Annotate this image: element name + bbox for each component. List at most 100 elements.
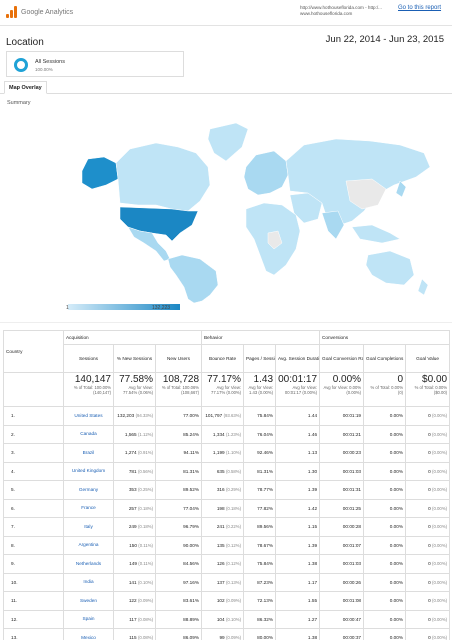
map-region-australia [365,250,415,286]
session-duration-cell: 00:01:31 [319,480,365,500]
session-duration-cell: 00:00:47 [319,609,365,629]
column-header[interactable]: Goal Completions [363,344,407,373]
country-link[interactable]: Spain [63,609,114,629]
total-cell: 77.17% Avg for View: 77.17% (0.00%) [201,372,245,407]
table-row: 7. Italy 249 (0.18%) 96.79% 241 (0.22%) … [3,517,451,537]
map-region-usa [119,206,199,242]
total-sub: % of Total: 0.00% ($0.00) [414,385,448,395]
bounce-rate-cell: 80.00% [243,628,277,640]
country-link[interactable]: Sweden [63,591,114,611]
country-link[interactable]: Brazil [63,443,114,463]
pages-session-cell: 1.15 [275,517,321,537]
column-header[interactable]: Bounce Rate [201,344,245,373]
country-link[interactable]: Italy [63,517,114,537]
pages-session-cell: 1.38 [275,628,321,640]
country-link[interactable]: India [63,572,114,592]
goal-value: 0 [428,616,431,622]
behavior-header: Behavior [201,330,321,345]
row-index: 10. [3,572,64,592]
session-duration-cell: 00:00:23 [319,443,365,463]
new-users-cell: 101,797 (93.63%) [201,406,245,426]
total-value: $0.00 [422,374,448,385]
column-header[interactable]: Goal Value [405,344,451,373]
sessions-percent: (0.18%) [137,505,153,511]
total-cell: 77.58% Avg for View: 77.54% (0.06%) [113,372,156,407]
date-range[interactable]: Jun 22, 2014 - Jun 23, 2015 [325,34,444,45]
segment-selector[interactable]: All Sessions 100.00% [6,51,184,77]
column-header[interactable]: % New Sessions [113,344,156,373]
conversion-rate-cell: 0.00% [363,443,407,463]
table-row: 13. Mexico 115 (0.08%) 86.09% 99 (0.09%)… [3,628,451,640]
acquisition-header: Acquisition [62,330,203,345]
total-cell: 108,728% of Total: 100.06% (108,667) [154,372,203,407]
goal-value: 0 [428,413,431,419]
column-header[interactable]: Sessions [63,344,114,373]
total-sub: % of Total: 100.06% (108,667) [161,385,200,395]
column-header-row: Sessions % New Sessions New Users Bounce… [4,344,451,373]
country-link[interactable]: United Kingdom [63,461,114,481]
summary-tab[interactable]: Summary [7,100,31,106]
new-users-value: 198 [216,505,225,511]
sessions-percent: (0.18%) [137,524,153,530]
country-link[interactable]: Netherlands [63,554,114,574]
total-value: 77.17% [207,374,242,385]
sessions-value: 122 [128,598,137,604]
sessions-cell: 353 (0.25%) [113,480,156,500]
country-table: Country Acquisition Behavior Conversions… [3,330,451,640]
property-url-line2: www.hothouseflorida.com [300,11,353,16]
new-users-cell: 99 (0.09%) [201,628,245,640]
country-link[interactable]: Canada [63,424,114,444]
total-value: 77.58% [119,374,153,385]
new-users-value: 104 [216,616,225,622]
go-to-report-link[interactable]: Go to this report [398,5,442,11]
column-header[interactable]: New Users [154,344,203,373]
new-sessions-cell: 84.56% [154,554,203,574]
country-link[interactable]: Mexico [63,628,114,640]
column-header[interactable]: Goal Conversion Rate [319,344,365,373]
goal-completions-cell: 0 (0.00%) [405,480,451,500]
country-link[interactable]: France [63,498,114,518]
country-link[interactable]: Germany [63,480,114,500]
goal-value: 0 [428,468,431,474]
total-value: 0.00% [332,374,362,385]
goal-percent: (0.00%) [432,431,448,437]
world-map[interactable] [60,115,440,305]
total-value: 108,728 [162,374,200,385]
goal-completions-cell: 0 (0.00%) [405,443,451,463]
country-link[interactable]: Argentina [63,535,114,555]
goal-percent: (0.00%) [432,413,448,419]
new-users-percent: (0.22%) [225,524,242,530]
pages-session-cell: 1.44 [275,406,321,426]
sessions-value: 141 [128,579,137,585]
table-row: 9. Netherlands 149 (0.11%) 84.56% 126 (0… [3,554,451,574]
session-duration-cell: 00:00:37 [319,628,365,640]
map-legend-max: 132,223 [152,305,171,311]
column-header[interactable]: Pages / Session [243,344,277,373]
bounce-rate-cell: 76.04% [243,424,277,444]
row-index: 7. [3,517,64,537]
total-sub: % of Total: 0.00% (0) [370,385,404,395]
new-users-value: 137 [216,579,225,585]
sessions-percent: (0.91%) [137,450,153,456]
map-region-alaska [81,156,119,190]
tab-map-overlay[interactable]: Map Overlay [4,81,47,94]
pages-session-cell: 1.39 [275,480,321,500]
sessions-cell: 150 (0.11%) [113,535,156,555]
country-header[interactable]: Country [3,330,64,373]
sessions-value: 150 [129,542,137,548]
total-value: 1.43 [253,374,274,385]
new-users-value: 316 [216,487,225,493]
sessions-percent: (0.11%) [138,561,153,567]
sessions-value: 1,565 [124,431,137,437]
country-link[interactable]: United States [63,406,114,426]
map-region-europe [243,150,289,196]
column-header[interactable]: Avg. Session Duration [275,344,321,373]
new-users-percent: (0.09%) [225,598,242,604]
row-index: 4. [3,461,64,481]
new-users-value: 241 [216,524,225,530]
row-index: 3. [3,443,64,463]
goal-percent: (0.00%) [432,487,448,493]
report-header: Google Analytics http://www.hothouseflor… [0,0,452,26]
pages-session-cell: 1.39 [275,535,321,555]
new-users-percent: (0.12%) [225,561,242,567]
